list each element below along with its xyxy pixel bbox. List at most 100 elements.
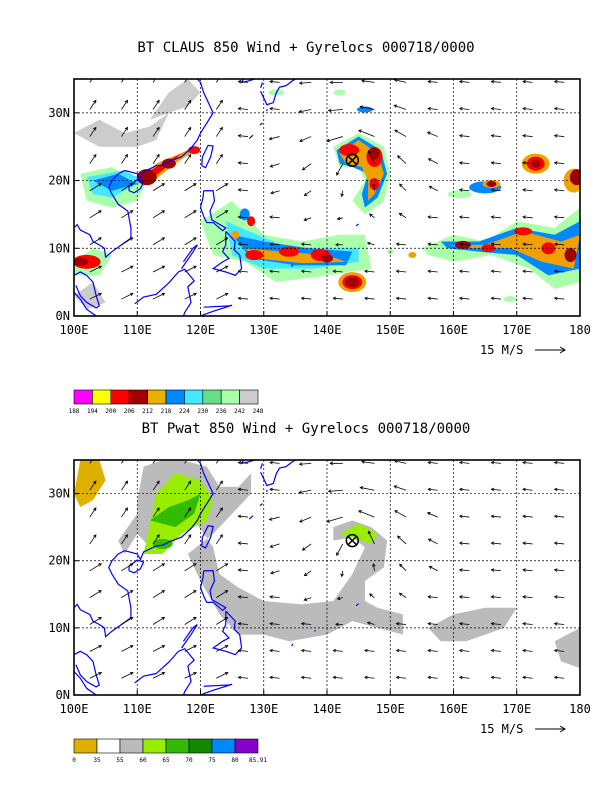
wind-vector: [301, 650, 312, 652]
wind-vector: [333, 270, 343, 273]
wind-vector-head: [269, 460, 273, 465]
wind-vector: [428, 596, 438, 599]
wind-vector-head: [124, 480, 128, 485]
wind-vector-head: [269, 79, 273, 84]
cloud-core: [345, 277, 360, 288]
wind-vector: [152, 292, 165, 300]
wind-vector-head: [490, 487, 495, 492]
wind-vector-head: [522, 269, 526, 274]
colorbar-label: 75: [208, 757, 216, 764]
wind-vector-head: [368, 213, 373, 217]
wind-vector: [427, 131, 438, 137]
wind-vector-head: [458, 675, 463, 680]
colorbar-label: 218: [161, 408, 172, 415]
colorbar-swatch: [202, 389, 222, 405]
colorbar-label: 200: [105, 408, 116, 415]
wind-vector-head: [522, 514, 526, 519]
wind-vector-head: [156, 73, 159, 76]
wind-vector: [184, 534, 192, 545]
wind-vector-head: [372, 562, 376, 567]
lat-label: 10N: [48, 621, 70, 635]
wind-vector: [360, 106, 375, 110]
wind-vector-head: [156, 534, 160, 538]
coastline: [248, 134, 254, 140]
wind-vector: [89, 645, 102, 652]
wind-vector-head: [522, 188, 526, 192]
cloud-core: [321, 254, 333, 263]
wind-vector: [121, 460, 125, 464]
wind-vector-head: [361, 79, 365, 83]
wind-vector: [554, 515, 565, 518]
wind-vector-head: [522, 541, 526, 545]
colorbar-swatch: [239, 389, 259, 405]
wind-vector: [269, 650, 280, 652]
cloud-core: [188, 146, 201, 155]
wind-vector: [491, 462, 501, 464]
wind-vector-head: [490, 648, 495, 653]
wind-vector: [459, 676, 470, 679]
wind-vector-head: [237, 79, 242, 84]
wind-vector-head: [553, 242, 558, 246]
wind-vector-head: [124, 99, 128, 104]
wind-vector: [522, 243, 533, 246]
wind-vector-head: [366, 241, 371, 246]
wind-vector: [238, 515, 248, 518]
wind-vector-head: [193, 645, 197, 649]
wind-vector: [554, 676, 565, 679]
colorbar-label: 60: [139, 757, 147, 764]
wind-vector: [459, 488, 470, 491]
bottom-colorbar: 0 35 55 60 65 70 75 80 85.91: [72, 738, 267, 764]
lon-label: 110E: [123, 702, 152, 716]
wind-vector: [89, 237, 102, 246]
wind-vector-head: [522, 460, 526, 465]
wind-vector: [216, 590, 228, 598]
wind-vector: [554, 650, 565, 652]
wind-vector: [399, 213, 407, 219]
wind-vector: [304, 570, 312, 576]
wind-vector: [269, 676, 280, 679]
wind-vector-head: [299, 138, 303, 143]
wind-vector-head: [98, 210, 102, 214]
wind-vector-head: [327, 108, 332, 113]
cloud-core: [481, 244, 496, 253]
cloud-core: [247, 216, 256, 227]
wind-vector-head: [359, 486, 364, 490]
wind-vector: [184, 590, 197, 598]
cloud-core: [74, 257, 89, 266]
wind-vector: [89, 183, 102, 192]
wind-vector: [367, 242, 375, 246]
wind-vector-head: [326, 138, 331, 143]
wind-vector-head: [553, 106, 558, 111]
wind-vector: [491, 623, 501, 625]
pwat-gold-region: [74, 460, 106, 507]
wind-vector-head: [98, 645, 103, 649]
coastline: [260, 79, 296, 106]
wind-vector-head: [358, 129, 362, 133]
wind-vector-head: [364, 675, 368, 680]
wind-vector: [89, 154, 97, 164]
wind-vector: [269, 623, 280, 625]
wind-vector-head: [237, 514, 242, 519]
colorbar-swatch: [73, 738, 98, 754]
wind-vector-head: [458, 242, 463, 246]
wind-vector: [215, 460, 220, 464]
wind-vector-head: [224, 616, 229, 621]
wind-vector: [121, 100, 128, 110]
wind-vector: [554, 81, 565, 83]
wind-vector: [89, 590, 102, 598]
wind-vector-head: [129, 563, 134, 567]
cloud-gray-region: [74, 282, 106, 310]
wind-vector-head: [125, 73, 128, 76]
wind-vector: [341, 190, 344, 197]
wind-vector: [399, 592, 407, 598]
wind-vector-head: [458, 460, 463, 465]
wind-vector: [522, 569, 533, 572]
wind-vector: [367, 622, 375, 625]
pwat-lime-region: [339, 523, 378, 544]
wind-vector: [459, 216, 470, 219]
wind-vector-head: [156, 99, 160, 104]
wind-vector-head: [98, 183, 102, 187]
coastline: [128, 559, 145, 574]
wind-vector-head: [335, 242, 339, 247]
